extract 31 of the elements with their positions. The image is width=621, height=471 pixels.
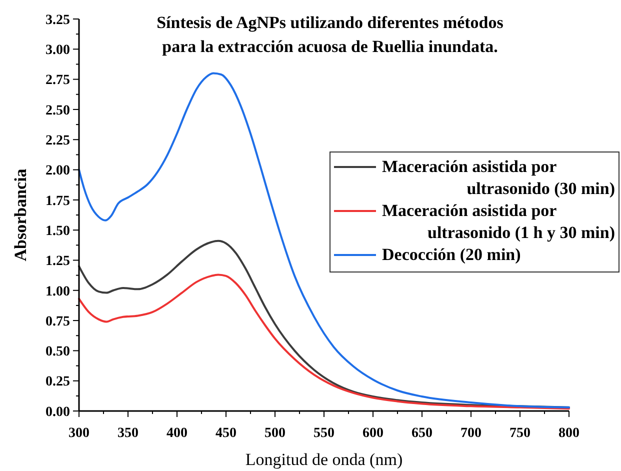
y-tick-label: 0.75	[46, 314, 70, 330]
x-tick-label: 500	[264, 426, 286, 441]
y-tick-label: 0.25	[46, 374, 70, 390]
x-tick-label: 800	[558, 426, 580, 441]
y-tick-label: 1.75	[46, 194, 70, 209]
x-tick-label: 550	[314, 426, 334, 441]
y-tick-label: 0.00	[46, 404, 70, 420]
x-tick-label: 350	[118, 426, 138, 441]
y-tick-label: 2.75	[46, 73, 70, 88]
legend-label: Maceración asistida por ultrasonido (1 h y 30 min)	[382, 201, 615, 242]
x-axis-title: Longitud de onda (nm)	[245, 450, 403, 469]
x-tick-label: 700	[460, 426, 482, 441]
legend-label: Maceración asistida por ultrasonido (30 min)	[382, 157, 615, 198]
y-tick-label: 0.50	[46, 344, 70, 360]
x-tick-label: 750	[510, 426, 530, 441]
y-tick-label: 1.00	[46, 284, 70, 300]
y-tick-label: 1.25	[46, 254, 70, 270]
y-tick-label: 3.00	[46, 43, 70, 58]
legend-label: Decocción (20 min)	[382, 245, 521, 264]
y-axis-title: Absorbancia	[11, 168, 30, 262]
y-tick-label: 2.25	[46, 134, 70, 149]
y-tick-label: 1.50	[46, 224, 70, 239]
y-tick-label: 2.50	[46, 103, 70, 118]
y-tick-label: 3.25	[46, 12, 70, 28]
x-tick-label: 600	[362, 426, 384, 441]
y-tick-label: 2.00	[46, 164, 70, 179]
chart-title: Síntesis de AgNPs utilizando diferentes métodos para la extracción acuosa de Ruellia inundata.	[156, 13, 504, 56]
x-tick-label: 400	[166, 426, 188, 441]
x-tick-label: 300	[68, 426, 90, 441]
x-tick-label: 450	[216, 426, 236, 441]
x-tick-label: 650	[412, 426, 432, 441]
